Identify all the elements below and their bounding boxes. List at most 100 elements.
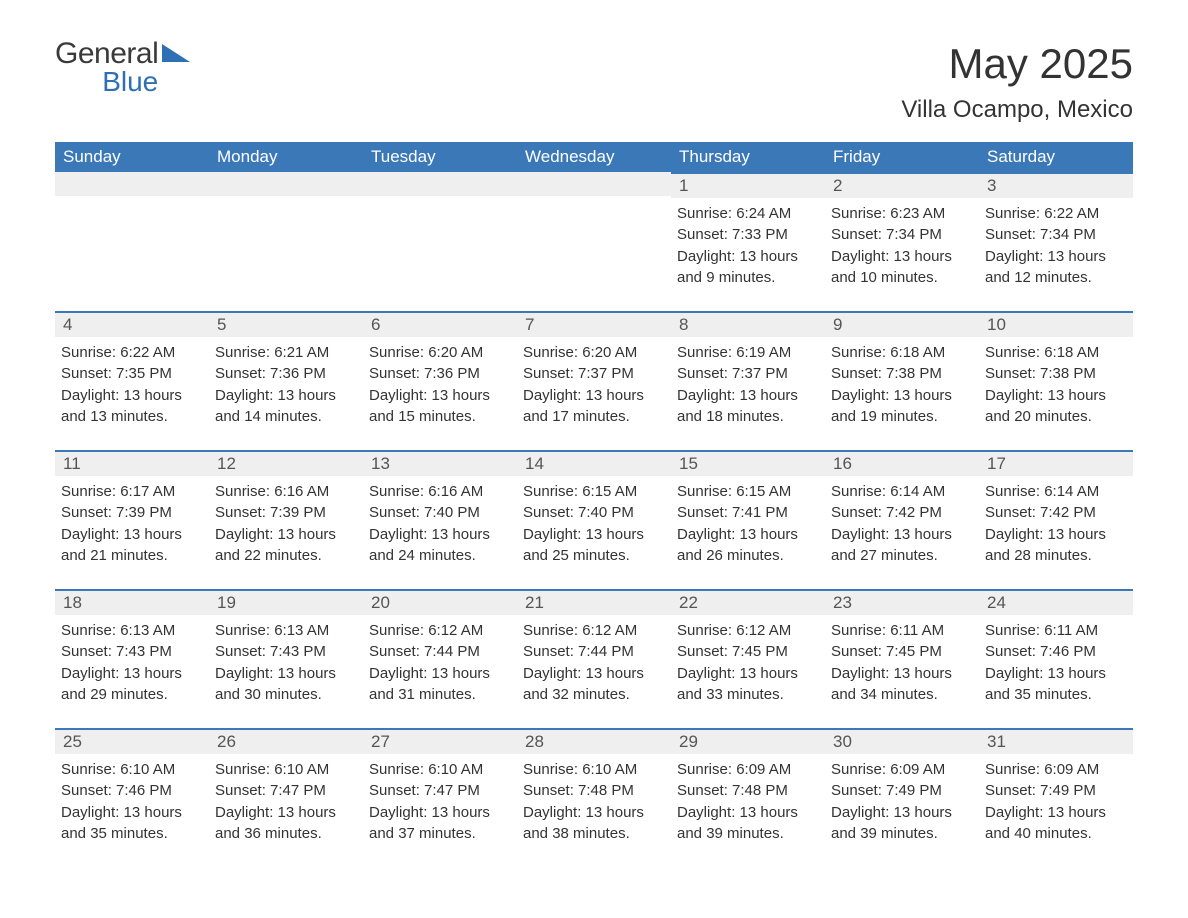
day-header-wednesday: Wednesday — [517, 142, 671, 172]
calendar-day: 24Sunrise: 6:11 AMSunset: 7:46 PMDayligh… — [979, 589, 1133, 728]
sunset-text: Sunset: 7:43 PM — [61, 642, 203, 662]
sunrise-text: Sunrise: 6:18 AM — [831, 343, 973, 363]
sunset-text: Sunset: 7:36 PM — [369, 364, 511, 384]
daylight-line2: and 34 minutes. — [831, 685, 973, 705]
daylight-line2: and 10 minutes. — [831, 268, 973, 288]
daylight-line2: and 9 minutes. — [677, 268, 819, 288]
daylight-line1: Daylight: 13 hours — [369, 386, 511, 406]
day-number: 7 — [525, 315, 534, 334]
calendar-day: 2Sunrise: 6:23 AMSunset: 7:34 PMDaylight… — [825, 172, 979, 311]
daylight-line1: Daylight: 13 hours — [831, 664, 973, 684]
daylight-line2: and 37 minutes. — [369, 824, 511, 844]
day-number-bar: 27 — [363, 728, 517, 754]
daylight-line1: Daylight: 13 hours — [831, 247, 973, 267]
day-header-monday: Monday — [209, 142, 363, 172]
daylight-line1: Daylight: 13 hours — [677, 247, 819, 267]
day-number-bar: 1 — [671, 172, 825, 198]
day-number-bar: 6 — [363, 311, 517, 337]
sunrise-text: Sunrise: 6:13 AM — [61, 621, 203, 641]
daylight-line1: Daylight: 13 hours — [677, 386, 819, 406]
day-number: 3 — [987, 176, 996, 195]
day-number: 13 — [371, 454, 390, 473]
day-number-bar: 31 — [979, 728, 1133, 754]
logo: General Blue — [55, 40, 192, 95]
sunrise-text: Sunrise: 6:16 AM — [215, 482, 357, 502]
day-number: 31 — [987, 732, 1006, 751]
sunrise-text: Sunrise: 6:10 AM — [61, 760, 203, 780]
daylight-line2: and 28 minutes. — [985, 546, 1127, 566]
day-info: Sunrise: 6:17 AMSunset: 7:39 PMDaylight:… — [61, 482, 203, 566]
calendar-day: 16Sunrise: 6:14 AMSunset: 7:42 PMDayligh… — [825, 450, 979, 589]
blank-daynum — [363, 172, 517, 196]
day-number-bar: 28 — [517, 728, 671, 754]
day-number: 28 — [525, 732, 544, 751]
daylight-line1: Daylight: 13 hours — [61, 803, 203, 823]
calendar-day: 20Sunrise: 6:12 AMSunset: 7:44 PMDayligh… — [363, 589, 517, 728]
day-number-bar: 25 — [55, 728, 209, 754]
day-number-bar: 22 — [671, 589, 825, 615]
day-number: 26 — [217, 732, 236, 751]
day-info: Sunrise: 6:09 AMSunset: 7:49 PMDaylight:… — [985, 760, 1127, 844]
day-number-bar: 21 — [517, 589, 671, 615]
daylight-line1: Daylight: 13 hours — [369, 664, 511, 684]
day-number: 1 — [679, 176, 688, 195]
daylight-line1: Daylight: 13 hours — [831, 525, 973, 545]
day-number-bar: 5 — [209, 311, 363, 337]
sunrise-text: Sunrise: 6:10 AM — [369, 760, 511, 780]
sunset-text: Sunset: 7:40 PM — [523, 503, 665, 523]
daylight-line1: Daylight: 13 hours — [215, 803, 357, 823]
day-number-bar: 20 — [363, 589, 517, 615]
calendar-day: 28Sunrise: 6:10 AMSunset: 7:48 PMDayligh… — [517, 728, 671, 867]
daylight-line2: and 36 minutes. — [215, 824, 357, 844]
calendar-day: 12Sunrise: 6:16 AMSunset: 7:39 PMDayligh… — [209, 450, 363, 589]
daylight-line1: Daylight: 13 hours — [985, 386, 1127, 406]
sunrise-text: Sunrise: 6:09 AM — [985, 760, 1127, 780]
daylight-line2: and 40 minutes. — [985, 824, 1127, 844]
calendar-day-blank — [363, 172, 517, 311]
calendar-day: 27Sunrise: 6:10 AMSunset: 7:47 PMDayligh… — [363, 728, 517, 867]
sunrise-text: Sunrise: 6:16 AM — [369, 482, 511, 502]
daylight-line1: Daylight: 13 hours — [61, 386, 203, 406]
sunset-text: Sunset: 7:38 PM — [985, 364, 1127, 384]
day-number: 25 — [63, 732, 82, 751]
calendar-day: 14Sunrise: 6:15 AMSunset: 7:40 PMDayligh… — [517, 450, 671, 589]
sunset-text: Sunset: 7:48 PM — [677, 781, 819, 801]
sunrise-text: Sunrise: 6:15 AM — [523, 482, 665, 502]
daylight-line2: and 20 minutes. — [985, 407, 1127, 427]
sunset-text: Sunset: 7:37 PM — [523, 364, 665, 384]
daylight-line2: and 12 minutes. — [985, 268, 1127, 288]
daylight-line2: and 17 minutes. — [523, 407, 665, 427]
day-number: 4 — [63, 315, 72, 334]
sunset-text: Sunset: 7:38 PM — [831, 364, 973, 384]
sunset-text: Sunset: 7:43 PM — [215, 642, 357, 662]
sunrise-text: Sunrise: 6:11 AM — [985, 621, 1127, 641]
calendar-day: 7 Sunrise: 6:20 AMSunset: 7:37 PMDaylight… — [517, 311, 671, 450]
day-info: Sunrise: 6:20 AMSunset: 7:37 PMDaylight:… — [523, 343, 665, 427]
sunrise-text: Sunrise: 6:15 AM — [677, 482, 819, 502]
day-number: 23 — [833, 593, 852, 612]
sunset-text: Sunset: 7:45 PM — [677, 642, 819, 662]
day-info: Sunrise: 6:09 AMSunset: 7:48 PMDaylight:… — [677, 760, 819, 844]
daylight-line2: and 21 minutes. — [61, 546, 203, 566]
calendar-day-blank — [209, 172, 363, 311]
calendar-day: 22Sunrise: 6:12 AMSunset: 7:45 PMDayligh… — [671, 589, 825, 728]
day-number-bar: 2 — [825, 172, 979, 198]
sunset-text: Sunset: 7:37 PM — [677, 364, 819, 384]
calendar-day: 1 Sunrise: 6:24 AMSunset: 7:33 PMDaylight… — [671, 172, 825, 311]
daylight-line1: Daylight: 13 hours — [831, 386, 973, 406]
day-info: Sunrise: 6:16 AMSunset: 7:40 PMDaylight:… — [369, 482, 511, 566]
calendar-day: 26 Sunrise: 6:10 AMSunset: 7:47 PMDayligh… — [209, 728, 363, 867]
day-info: Sunrise: 6:24 AMSunset: 7:33 PMDaylight:… — [677, 204, 819, 288]
calendar-day: 31 Sunrise: 6:09 AMSunset: 7:49 PMDayligh… — [979, 728, 1133, 867]
calendar-day: 10Sunrise: 6:18 AMSunset: 7:38 PMDayligh… — [979, 311, 1133, 450]
sunrise-text: Sunrise: 6:12 AM — [677, 621, 819, 641]
day-number-bar: 10 — [979, 311, 1133, 337]
sunrise-text: Sunrise: 6:20 AM — [369, 343, 511, 363]
sunset-text: Sunset: 7:47 PM — [215, 781, 357, 801]
daylight-line2: and 22 minutes. — [215, 546, 357, 566]
sunrise-text: Sunrise: 6:10 AM — [215, 760, 357, 780]
day-number: 17 — [987, 454, 1006, 473]
calendar-day: 15Sunrise: 6:15 AMSunset: 7:41 PMDayligh… — [671, 450, 825, 589]
daylight-line1: Daylight: 13 hours — [985, 247, 1127, 267]
daylight-line2: and 39 minutes. — [831, 824, 973, 844]
